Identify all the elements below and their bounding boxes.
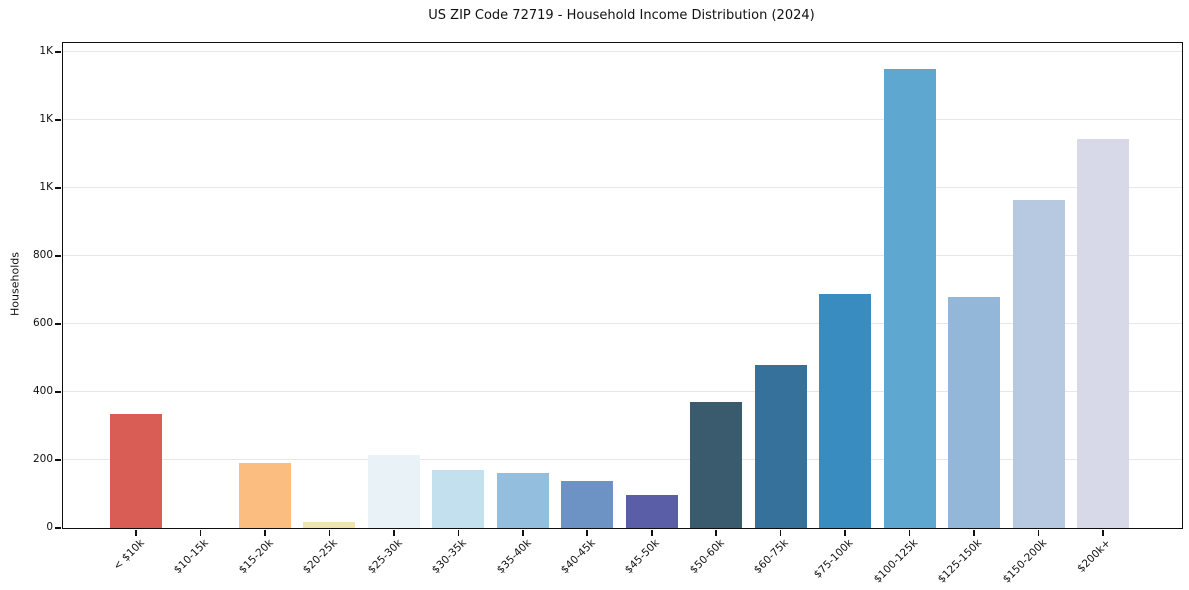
y-axis-tick-label: 1K [39, 112, 53, 125]
x-axis-tick [522, 530, 524, 536]
x-axis-tick-label: $15-20k [236, 537, 276, 577]
y-axis-tick [55, 391, 61, 393]
y-axis-tick-label: 200 [32, 452, 53, 465]
x-axis-tick [650, 530, 653, 536]
y-axis-tick-label: 1K [39, 44, 53, 57]
x-axis-tick [264, 530, 266, 536]
x-axis-tick [135, 530, 137, 536]
x-axis-tick-label: $200k+ [1075, 537, 1114, 575]
y-axis-tick [55, 187, 61, 189]
y-axis-tick-label: 800 [32, 248, 53, 261]
bar [754, 365, 807, 528]
bar [110, 414, 162, 528]
y-axis-tick [55, 51, 61, 53]
x-axis-tick-label: $60-75k [752, 537, 792, 577]
bar [367, 454, 420, 528]
y-axis-tick [55, 119, 61, 121]
x-axis-tick [328, 530, 331, 536]
y-axis-tick-label: 400 [32, 384, 53, 397]
x-axis-tick [844, 530, 846, 536]
bar [625, 494, 678, 528]
bar [496, 472, 549, 528]
x-axis-tick-label: $10-15k [171, 537, 211, 577]
y-axis-tick-label: 600 [32, 316, 53, 329]
bar [690, 402, 743, 528]
bar [1012, 199, 1065, 528]
bar [238, 462, 291, 528]
x-axis-tick-label: $30-35k [429, 537, 469, 577]
x-axis-tick-label: $25-30k [365, 537, 405, 577]
x-axis-tick-label: $20-25k [300, 537, 340, 577]
gridline [63, 187, 1182, 189]
gridline [63, 323, 1182, 325]
y-axis-label: Households [8, 252, 22, 316]
x-axis-tick-label: $75-100k [811, 537, 856, 581]
x-axis-tick [1102, 530, 1104, 536]
bar [948, 297, 1001, 528]
gridline [63, 51, 1182, 53]
gridline [63, 255, 1182, 257]
y-axis-tick [55, 527, 61, 529]
x-axis-tick-label: $35-40k [494, 537, 534, 577]
x-axis-tick [973, 530, 975, 536]
bar [883, 68, 936, 528]
x-axis-tick-label: < $10k [110, 537, 147, 573]
x-axis-tick-label: $150-200k [1000, 537, 1050, 586]
x-axis-tick [199, 530, 202, 536]
x-axis-tick-label: $100-125k [871, 537, 921, 586]
y-axis-tick [55, 255, 61, 257]
gridline [63, 119, 1182, 121]
gridline [63, 459, 1182, 461]
bar [432, 470, 485, 528]
plot-area [55, 42, 1183, 536]
x-axis-tick [908, 530, 911, 536]
x-axis-tick [393, 530, 395, 536]
chart-title: US ZIP Code 72719 - Household Income Dis… [428, 8, 815, 23]
x-axis-tick-label: $45-50k [623, 537, 663, 577]
bar [1077, 138, 1129, 528]
x-axis-tick-label: $50-60k [687, 537, 727, 577]
x-axis-tick [715, 530, 717, 536]
bar [561, 481, 614, 528]
bar [819, 294, 872, 528]
bar [303, 521, 356, 528]
y-axis-tick-label: 0 [46, 521, 53, 533]
gridline [63, 391, 1182, 393]
x-axis-tick [586, 530, 589, 536]
x-axis-tick-label: $125-150k [936, 537, 985, 586]
x-axis-tick-label: $40-45k [558, 537, 598, 577]
x-axis-tick [1037, 530, 1040, 536]
x-axis-tick [457, 530, 460, 536]
x-axis-tick [779, 530, 782, 536]
y-axis-tick [55, 459, 61, 461]
y-axis-tick [55, 323, 61, 325]
y-axis-tick-label: 1K [39, 180, 53, 193]
